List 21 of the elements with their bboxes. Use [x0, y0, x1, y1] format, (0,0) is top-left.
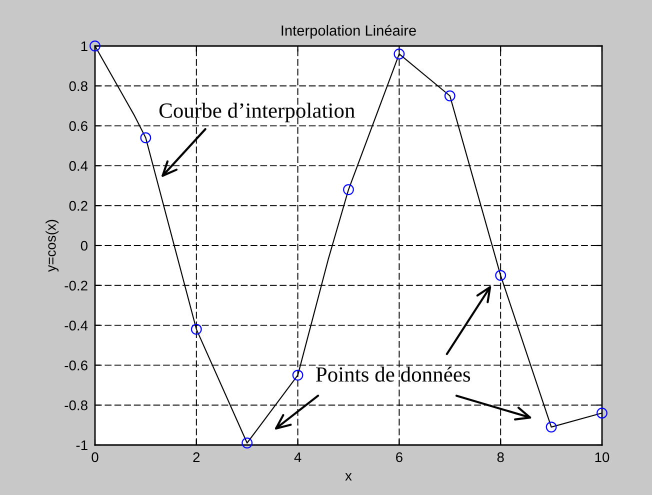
annotation: Points de données — [316, 366, 470, 382]
y-tick-label: -0.2 — [64, 280, 88, 291]
y-tick-label: 0.6 — [69, 121, 88, 131]
x-tick-label: 6 — [396, 452, 402, 462]
x-tick-label: 2 — [193, 452, 200, 462]
y-tick-label: -0.6 — [64, 360, 88, 370]
x-tick-label: 0 — [92, 452, 98, 462]
x-tick-label: 8 — [497, 452, 504, 462]
x-tick-label: 4 — [294, 452, 302, 462]
y-tick-label: -0.8 — [64, 400, 88, 410]
y-tick-label: 1 — [81, 41, 88, 52]
y-tick-label: 0.8 — [69, 81, 88, 92]
y-tick-label: -1 — [76, 440, 88, 450]
y-tick-label: 0.4 — [69, 161, 88, 171]
y-axis-title: y=cos(x) — [46, 220, 59, 272]
chart-title: Interpolation Linéaire — [282, 24, 416, 39]
y-tick-label: -0.4 — [64, 320, 88, 330]
y-tick-label: 0 — [80, 240, 88, 251]
x-tick-label: 10 — [595, 452, 610, 462]
x-axis-title: x — [345, 473, 352, 481]
y-tick-label: 0.2 — [69, 200, 88, 211]
